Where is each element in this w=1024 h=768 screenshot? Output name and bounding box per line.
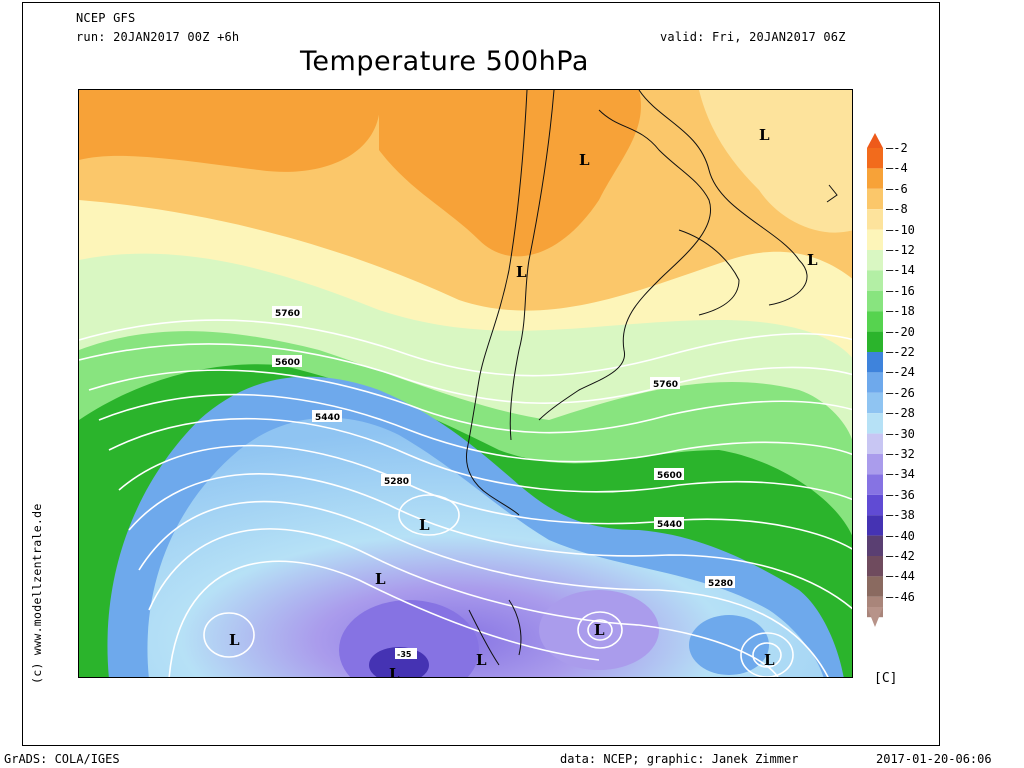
legend-level-label: —-44	[886, 569, 915, 584]
legend-swatch	[867, 433, 883, 454]
temperature-map: 5760 5600 5440 5280 5760 5600 5440 5280 …	[78, 89, 853, 678]
low-marker: L	[375, 570, 386, 588]
contour-label: 5440	[315, 413, 340, 423]
light-ne	[699, 90, 852, 233]
legend-unit: [C]	[874, 671, 898, 686]
legend-swatch	[867, 270, 883, 291]
contour-label-group: 5760 5600 5440 5280 5760 5600 5440 5280 …	[272, 306, 735, 659]
legend-level-label: —-36	[886, 487, 915, 502]
low-marker: L	[759, 126, 770, 144]
low-marker: L	[476, 651, 487, 669]
legend-swatch	[867, 168, 883, 189]
run-time: run: 20JAN2017 00Z +6h	[76, 30, 240, 44]
legend-level-label: —-8	[886, 202, 908, 217]
footer-center: data: NCEP; graphic: Janek Zimmer	[560, 752, 799, 766]
footer-right: 2017-01-20-06:06	[876, 752, 992, 766]
legend-swatch	[867, 413, 883, 434]
low-marker: L	[516, 263, 527, 281]
low-marker: L	[229, 631, 240, 649]
legend-swatch	[867, 392, 883, 414]
orange-nw	[79, 90, 381, 172]
chart-title: Temperature 500hPa	[300, 46, 589, 77]
legend-level-label: —-18	[886, 304, 915, 319]
contour-label: 5280	[384, 477, 409, 487]
low-marker: L	[389, 665, 400, 678]
footer-left: GrADS: COLA/IGES	[4, 752, 120, 766]
legend-swatch	[867, 311, 883, 332]
low-marker: L	[579, 151, 590, 169]
low-marker: L	[764, 651, 775, 669]
legend-swatch	[867, 209, 883, 230]
legend-swatch	[867, 372, 883, 393]
legend-swatch	[867, 576, 883, 597]
legend-level-label: —-40	[886, 528, 915, 543]
legend-swatch	[867, 229, 883, 250]
legend-swatch	[867, 188, 883, 210]
legend-level-label: —-24	[886, 365, 915, 380]
legend-swatches	[867, 148, 883, 618]
legend-swatch	[867, 148, 883, 169]
contour-label: 5760	[653, 380, 678, 390]
height-contours	[79, 319, 852, 677]
legend-level-label: —-34	[886, 467, 915, 482]
legend-colorbar	[867, 133, 883, 627]
legend-swatch	[867, 474, 883, 495]
legend-arrow-top	[867, 133, 883, 148]
pressure-markers: L L L L L L L L L L L H	[229, 126, 818, 678]
legend-level-label: —-6	[886, 181, 908, 196]
coast-fragment	[826, 184, 838, 203]
low-marker: L	[807, 251, 818, 269]
legend-level-label: —-42	[886, 549, 915, 563]
valid-time: valid: Fri, 20JAN2017 06Z	[660, 30, 846, 44]
legend-swatch	[867, 290, 883, 312]
legend-swatch	[867, 535, 883, 556]
legend-level-label: —-14	[886, 263, 915, 278]
legend-swatch	[867, 352, 883, 373]
legend-level-label: —-22	[886, 345, 915, 359]
legend-level-label: —-46	[886, 589, 915, 604]
min-value-label: -35	[397, 650, 412, 659]
legend-level-label: —-32	[886, 447, 915, 461]
low-se	[689, 615, 769, 675]
legend-level-label: —-16	[886, 283, 915, 298]
legend-level-label: —-12	[886, 243, 915, 257]
legend-level-label: —-10	[886, 222, 915, 237]
contour-label: 5440	[657, 520, 682, 530]
legend-level-label: —-28	[886, 406, 915, 421]
contour-label: 5760	[275, 309, 300, 319]
legend-level-label: —-2	[886, 141, 908, 155]
model-name: NCEP GFS	[76, 11, 136, 25]
contour-label: 5600	[657, 471, 682, 481]
coastlines	[465, 90, 808, 666]
contour-label: 5280	[708, 579, 733, 589]
low-marker: L	[594, 621, 605, 639]
legend-swatch	[867, 556, 883, 577]
legend-level-label: —-30	[886, 426, 915, 441]
contour-label: 5600	[275, 358, 300, 368]
legend-swatch	[867, 250, 883, 271]
legend-swatch	[867, 515, 883, 536]
legend-swatch	[867, 331, 883, 352]
low-marker: L	[419, 516, 430, 534]
legend-level-label: —-38	[886, 508, 915, 523]
copyright-text: (c) www.modellzentrale.de	[30, 503, 44, 684]
legend-level-label: —-26	[886, 385, 915, 400]
legend-level-label: —-20	[886, 324, 915, 339]
legend-level-label: —-4	[886, 161, 908, 176]
orange-core	[379, 90, 641, 257]
cold-low-east	[539, 590, 659, 670]
cold-core	[147, 417, 824, 677]
legend-swatch	[867, 494, 883, 516]
legend-arrow-bottom	[867, 607, 883, 627]
legend-swatch	[867, 454, 883, 475]
